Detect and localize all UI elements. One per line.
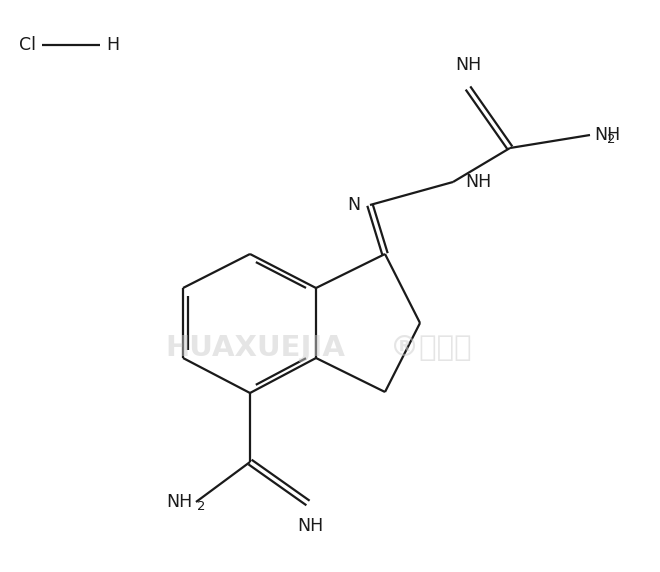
Text: NH: NH — [455, 56, 481, 74]
Text: ®化学加: ®化学加 — [390, 334, 472, 362]
Text: Cl: Cl — [20, 36, 36, 54]
Text: HUAXUEJIA: HUAXUEJIA — [165, 334, 345, 362]
Text: NH: NH — [594, 126, 620, 144]
Text: N: N — [347, 196, 360, 214]
Text: 2: 2 — [607, 133, 616, 146]
Text: NH: NH — [166, 493, 192, 511]
Text: H: H — [106, 36, 119, 54]
Text: NH: NH — [297, 517, 323, 535]
Text: NH: NH — [465, 173, 491, 191]
Text: 2: 2 — [197, 500, 205, 513]
